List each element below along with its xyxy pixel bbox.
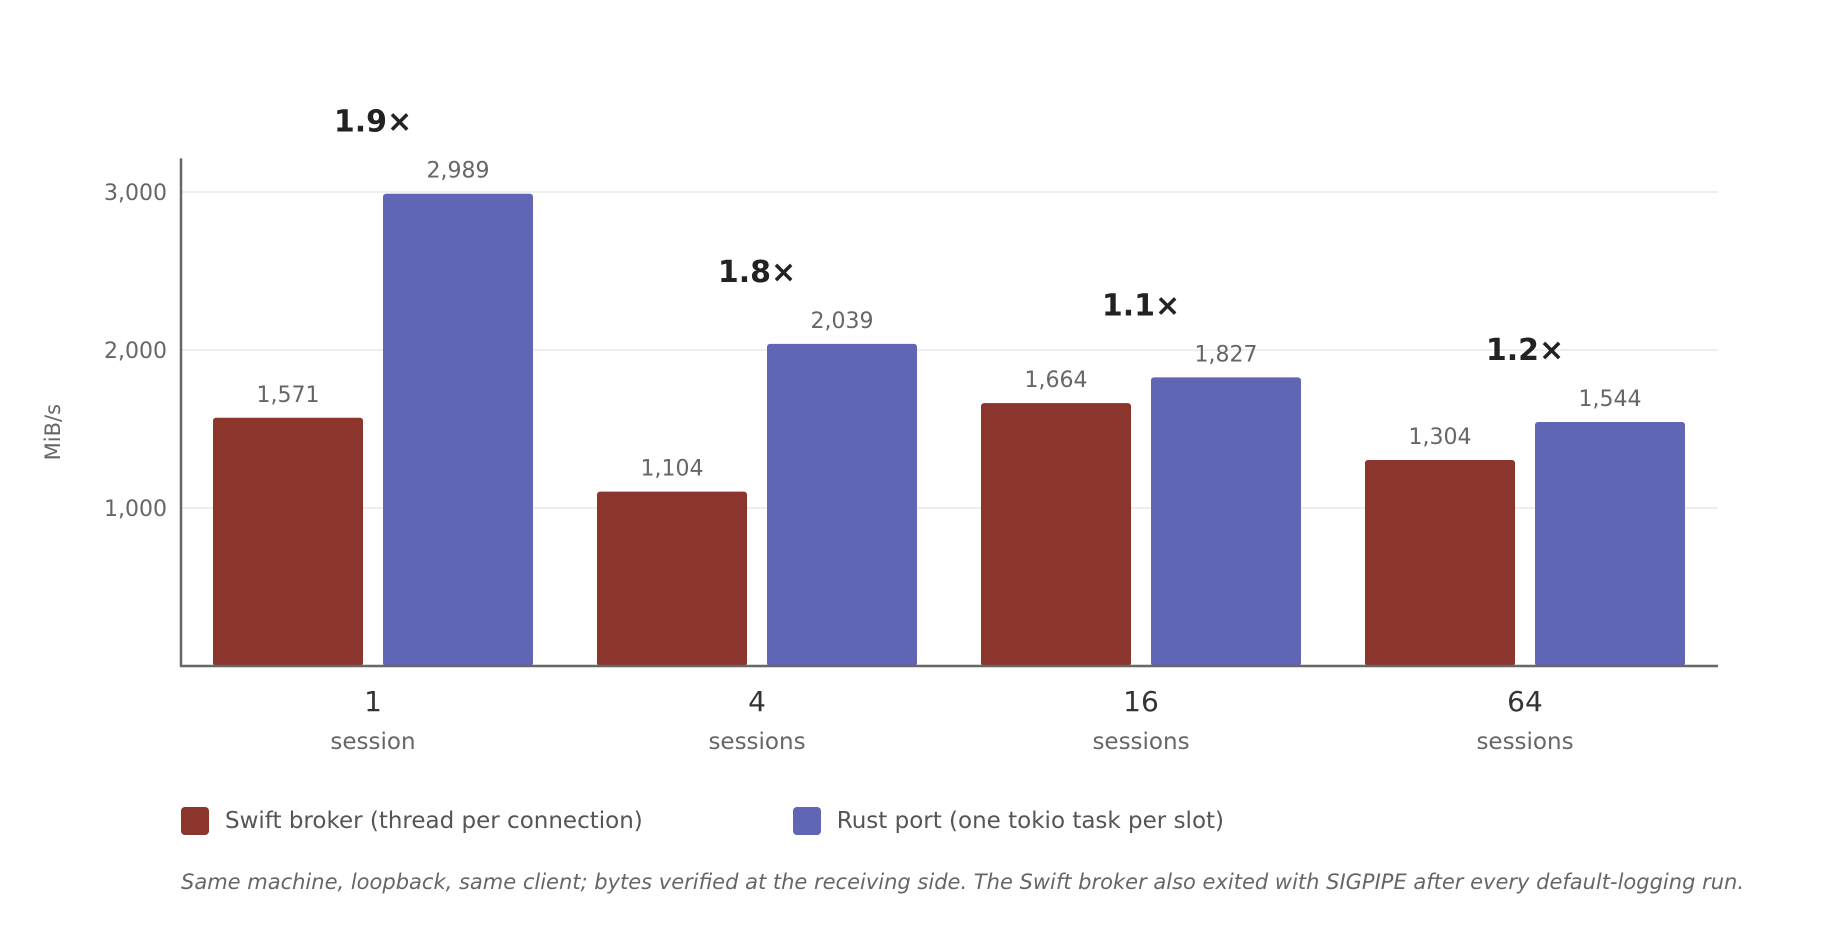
legend-label-rust: Rust port (one tokio task per slot) xyxy=(836,808,1225,834)
data-label: 2,039 xyxy=(811,309,874,334)
data-label: 2,989 xyxy=(427,159,490,184)
bar-chart: 1,000 2,000 3,000 MiB/s 1,571 2,989 1.9× 1 sessi… xyxy=(41,105,1718,755)
footnote: Same machine, loopback, same client; byt… xyxy=(181,870,1745,894)
data-label: 1,664 xyxy=(1025,368,1088,393)
bar xyxy=(597,491,747,666)
bar xyxy=(1535,422,1685,666)
y-tick-label: 3,000 xyxy=(104,181,167,206)
legend-label-swift: Swift broker (thread per connection) xyxy=(225,808,643,834)
legend-swatch-rust xyxy=(792,807,821,835)
legend: Swift broker (thread per connection) Rus… xyxy=(181,807,1374,835)
bar xyxy=(1365,459,1515,666)
data-label: 1,827 xyxy=(1195,342,1258,367)
legend-item-swift: Swift broker (thread per connection) xyxy=(181,807,643,835)
x-tick-label: 1 xyxy=(364,685,382,718)
data-label: 1,571 xyxy=(257,383,320,408)
bar xyxy=(383,193,533,666)
x-tick-label: 64 xyxy=(1507,685,1543,718)
bar xyxy=(213,417,363,666)
y-axis-label: MiB/s xyxy=(41,404,65,460)
x-tick-unit: sessions xyxy=(708,729,805,755)
y-tick-label: 2,000 xyxy=(104,339,167,364)
data-label: 1,544 xyxy=(1579,387,1642,412)
bar xyxy=(767,343,917,666)
ratio-annotation: 1.9× xyxy=(334,105,412,140)
bar xyxy=(981,403,1131,666)
x-tick-label: 16 xyxy=(1123,685,1159,718)
x-tick-unit: session xyxy=(330,729,415,755)
y-tick-label: 1,000 xyxy=(104,497,167,522)
ratio-annotation: 1.1× xyxy=(1102,288,1180,323)
legend-item-rust: Rust port (one tokio task per slot) xyxy=(792,807,1225,835)
legend-swatch-swift xyxy=(181,807,209,835)
bar xyxy=(1151,377,1301,666)
ratio-annotation: 1.8× xyxy=(718,255,796,290)
x-tick-unit: sessions xyxy=(1092,729,1189,755)
data-label: 1,304 xyxy=(1409,425,1472,450)
x-tick-label: 4 xyxy=(748,685,766,718)
data-label: 1,104 xyxy=(641,457,704,482)
x-tick-unit: sessions xyxy=(1476,729,1573,755)
ratio-annotation: 1.2× xyxy=(1486,333,1564,368)
